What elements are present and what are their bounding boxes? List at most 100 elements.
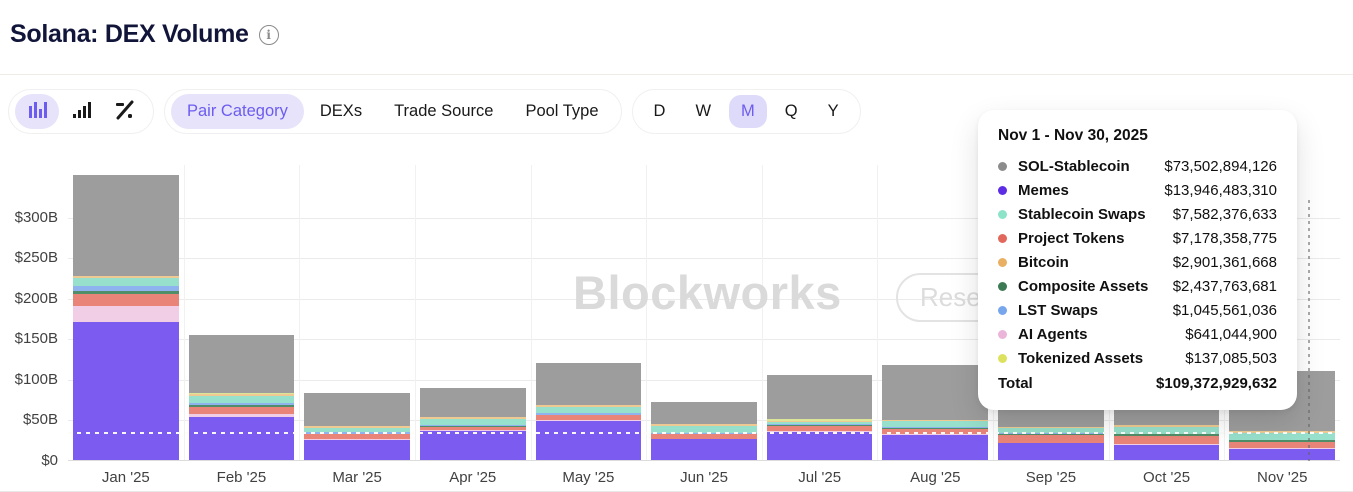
tooltip-row-sol-stablecoin: SOL-Stablecoin $73,502,894,126: [998, 154, 1277, 178]
range-m[interactable]: M: [729, 95, 767, 128]
segment-composite-assets: [304, 433, 410, 435]
segment-composite-assets: [73, 291, 179, 294]
x-tick-sep-25: Sep '25: [1025, 469, 1077, 486]
tooltip-value: $13,946,483,310: [1164, 181, 1277, 199]
tab-dexs[interactable]: DEXs: [304, 94, 378, 129]
stacked-bar-chart-button[interactable]: [15, 94, 59, 129]
hover-crosshair: [1308, 200, 1310, 461]
range-w[interactable]: W: [683, 95, 723, 128]
segment-sol-stablecoin: [73, 175, 179, 276]
legend-dot-stablecoin-swaps: [998, 209, 1007, 219]
tab-trade-source[interactable]: Trade Source: [378, 94, 509, 129]
y-tick-200: $200B: [14, 289, 58, 307]
gridline-200: [68, 298, 1340, 300]
x-tick-jul-25: Jul '25: [798, 469, 842, 486]
segment-project-tokens: [766, 425, 873, 432]
segment-tokenized-assets: [766, 419, 873, 422]
segment-memes: [651, 438, 757, 460]
tooltip-value: $7,178,358,775: [1172, 229, 1277, 247]
segment-memes: [304, 439, 410, 460]
bar-group-jun-25[interactable]: [646, 165, 762, 460]
tooltip-label: Tokenized Assets: [1018, 349, 1144, 367]
stacked-bar-mar-25: [304, 392, 410, 460]
segment-composite-assets: [998, 434, 1104, 436]
gridline-100: [68, 379, 1340, 381]
segment-ai-agents: [535, 420, 642, 422]
bar-group-may-25[interactable]: [531, 165, 647, 460]
page-title: Solana: DEX Volume: [10, 20, 249, 48]
gridline-300: [68, 217, 1340, 219]
segment-sol-stablecoin: [188, 335, 295, 394]
vertical-gridline: [877, 165, 879, 460]
segment-sol-stablecoin: [651, 401, 757, 424]
segment-bitcoin: [766, 421, 873, 423]
stacked-bar-may-25: [535, 362, 642, 460]
bar-group-aug-25[interactable]: [877, 165, 993, 460]
tooltip-row-ai-agents: AI Agents $641,044,900: [998, 322, 1277, 346]
stacked-bar-jan-25: [73, 175, 179, 460]
segment-stablecoin-swaps: [419, 419, 526, 425]
segment-stablecoin-swaps: [188, 395, 295, 403]
x-axis-labels: Jan '25 Feb '25 Mar '25 Apr '25 May '25 Jun '…: [68, 469, 1340, 486]
percent-view-button[interactable]: [103, 94, 147, 129]
tooltip-label: Project Tokens: [1018, 229, 1125, 247]
range-q[interactable]: Q: [773, 95, 810, 128]
ascending-bar-chart-button[interactable]: [59, 94, 103, 129]
vertical-gridline: [530, 165, 532, 460]
y-tick-0: $0: [41, 452, 58, 469]
tooltip-value: $73,502,894,126: [1164, 157, 1277, 175]
y-tick-300: $300B: [14, 208, 58, 226]
bar-group-feb-25[interactable]: [184, 165, 300, 460]
segment-ai-agents: [73, 305, 179, 323]
segment-bitcoin: [651, 424, 757, 426]
segment-sol-stablecoin: [304, 392, 410, 426]
stacked-bar-jul-25: [766, 374, 873, 460]
segment-lst-swaps: [882, 426, 989, 428]
bar-group-apr-25[interactable]: [415, 165, 531, 460]
segment-stablecoin-swaps: [998, 428, 1104, 434]
tooltip-total-value: $109,372,929,632: [1156, 374, 1277, 392]
segment-composite-assets: [882, 427, 989, 429]
segment-sol-stablecoin: [535, 362, 642, 405]
tooltip-label: AI Agents: [1018, 325, 1088, 343]
segment-bitcoin: [882, 419, 989, 422]
legend-dot-project-tokens: [998, 233, 1007, 243]
segment-memes: [419, 430, 526, 460]
range-y[interactable]: Y: [816, 95, 851, 128]
tooltip-date-range: Nov 1 - Nov 30, 2025: [998, 127, 1148, 144]
legend-dot-lst-swaps: [998, 305, 1007, 315]
range-d[interactable]: D: [642, 95, 678, 128]
legend-dot-composite-assets: [998, 281, 1007, 291]
vertical-gridline: [646, 165, 648, 460]
tab-pair-category[interactable]: Pair Category: [171, 94, 304, 129]
y-tick-250: $250B: [14, 249, 58, 267]
bar-group-jan-25[interactable]: [68, 165, 184, 460]
tab-pool-type[interactable]: Pool Type: [509, 94, 614, 129]
stacked-bar-chart-icon: [26, 99, 48, 124]
x-tick-jan-25: Jan '25: [101, 469, 150, 486]
bar-group-mar-25[interactable]: [299, 165, 415, 460]
tooltip-label: SOL-Stablecoin: [1018, 157, 1130, 175]
segment-composite-assets: [1113, 434, 1220, 437]
x-tick-mar-25: Mar '25: [332, 469, 382, 486]
tooltip-row-bitcoin: Bitcoin $2,901,361,668: [998, 250, 1277, 274]
y-tick-150: $150B: [14, 330, 58, 348]
segment-stablecoin-swaps: [766, 422, 873, 424]
legend-dot-sol-stablecoin: [998, 161, 1007, 171]
segment-composite-assets: [651, 433, 757, 435]
tooltip-row-composite-assets: Composite Assets $2,437,763,681: [998, 274, 1277, 298]
segment-project-tokens: [1113, 436, 1220, 445]
bar-group-jul-25[interactable]: [762, 165, 878, 460]
tooltip-label: Composite Assets: [1018, 277, 1149, 295]
segment-memes: [535, 421, 642, 460]
segment-lst-swaps: [419, 424, 526, 426]
tooltip-total-label: Total: [998, 374, 1033, 392]
segment-bitcoin: [535, 404, 642, 407]
info-icon[interactable]: i: [258, 24, 279, 45]
legend-dot-tokenized-assets: [998, 353, 1007, 363]
tooltip-row-lst-swaps: LST Swaps $1,045,561,036: [998, 298, 1277, 322]
reference-line-over: [68, 431, 1340, 434]
ascending-bar-chart-icon: [70, 99, 92, 124]
segment-memes: [1229, 448, 1336, 460]
